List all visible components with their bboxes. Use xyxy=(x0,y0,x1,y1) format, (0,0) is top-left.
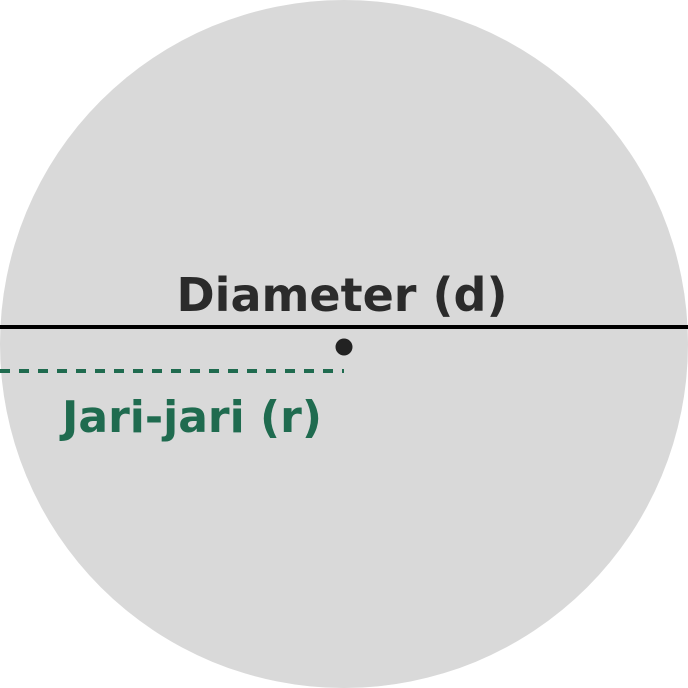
diameter-label: Diameter (d) xyxy=(177,268,508,322)
center-point xyxy=(335,338,353,356)
radius-label: Jari-jari (r) xyxy=(59,392,322,443)
